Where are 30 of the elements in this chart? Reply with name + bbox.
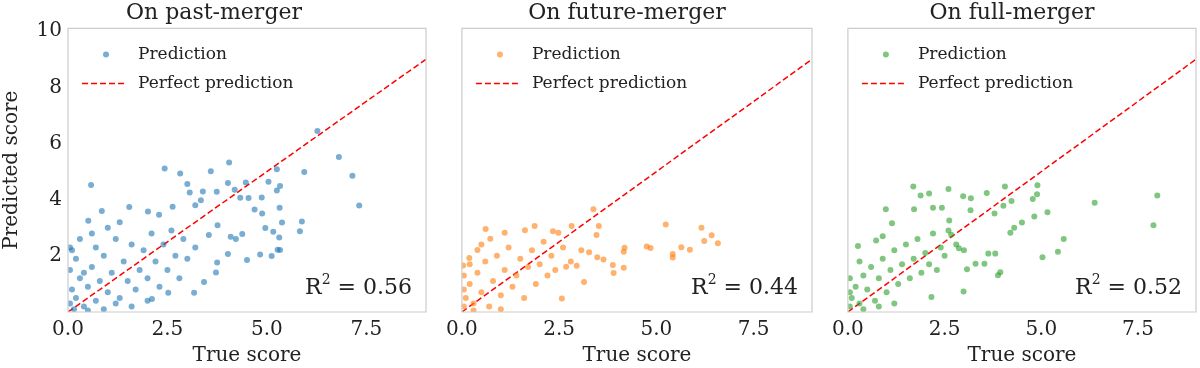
x-tick-label: 2.5 — [151, 316, 184, 341]
legend-label: Perfect prediction — [917, 71, 1074, 92]
x-tick-label: 0.0 — [446, 316, 478, 341]
legend-label: Prediction — [917, 42, 1007, 63]
y-tick-label: 2 — [49, 242, 62, 267]
y-tick-label: 10 — [36, 17, 62, 42]
x-tick-label: 5.0 — [1025, 316, 1058, 341]
x-axis-title: True score — [967, 342, 1077, 367]
x-tick-label: 0.0 — [832, 316, 864, 341]
legend-label: Perfect prediction — [531, 71, 688, 92]
y-tick-label: 8 — [49, 73, 62, 98]
x-axis-title: True score — [192, 342, 302, 367]
y-tick-label: 6 — [49, 129, 62, 154]
x-axis-title: True score — [582, 342, 692, 367]
legend-label: Prediction — [531, 42, 621, 63]
x-tick-label: 7.5 — [737, 316, 770, 341]
x-tick-label: 7.5 — [1122, 316, 1154, 341]
x-tick-label: 2.5 — [928, 316, 961, 341]
x-tick-label: 5.0 — [640, 316, 673, 341]
chart-title: On full-merger — [929, 0, 1095, 24]
chart-title: On past-merger — [126, 0, 303, 24]
legend-label: Prediction — [138, 42, 227, 63]
x-tick-label: 7.5 — [350, 316, 383, 341]
chart-title: On future-merger — [528, 0, 727, 24]
x-tick-label: 5.0 — [250, 316, 283, 341]
legend-label: Perfect prediction — [138, 71, 294, 92]
y-axis-title: Predicted score — [0, 90, 23, 250]
x-tick-label: 0.0 — [52, 316, 84, 341]
x-tick-label: 2.5 — [543, 316, 576, 341]
y-tick-label: 4 — [49, 185, 62, 210]
